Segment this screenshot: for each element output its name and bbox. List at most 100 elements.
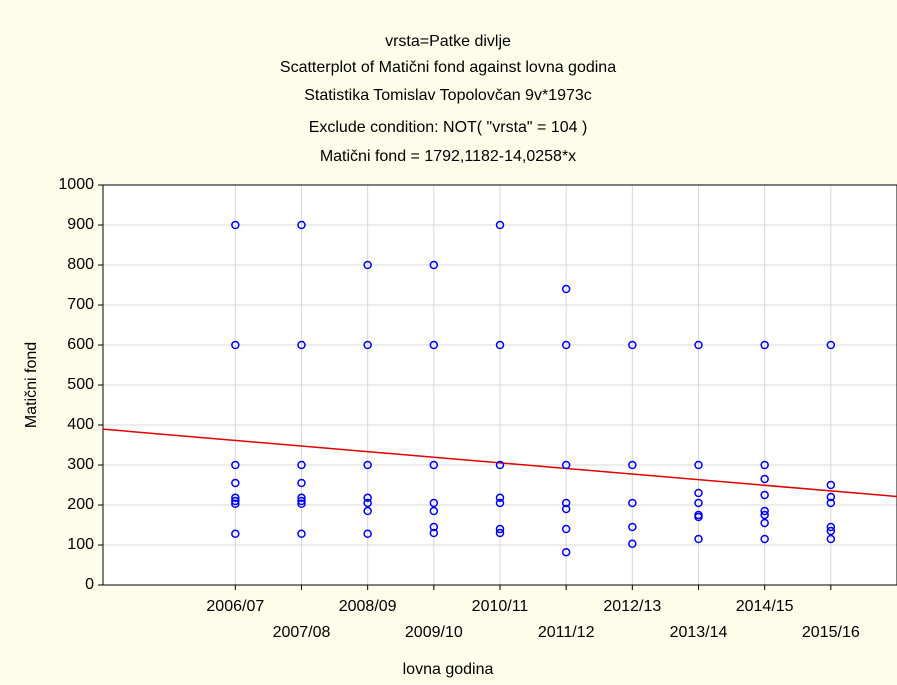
point	[760, 474, 769, 484]
point	[363, 506, 372, 516]
y-tick-label: 1000	[58, 176, 94, 193]
point	[363, 260, 372, 270]
y-tick-label: 200	[67, 496, 94, 513]
x-tick-label: 2006/07	[206, 598, 264, 615]
point	[694, 498, 703, 508]
y-axis-label: Matični fond	[23, 342, 40, 428]
point	[694, 512, 703, 522]
chart-title: Exclude condition: NOT( "vrsta" = 104 )	[309, 119, 588, 136]
point	[429, 460, 439, 470]
point	[495, 528, 505, 538]
y-tick-label: 400	[67, 416, 94, 433]
point	[297, 460, 306, 470]
point	[363, 529, 372, 539]
x-tick-label: 2010/11	[472, 598, 529, 615]
point	[231, 496, 240, 506]
point	[429, 498, 439, 508]
point	[495, 524, 505, 534]
point	[429, 260, 439, 270]
point	[694, 534, 703, 544]
point	[231, 499, 240, 509]
point	[231, 220, 240, 230]
point	[561, 498, 571, 508]
point	[760, 510, 769, 520]
point	[561, 524, 571, 534]
point	[297, 493, 306, 503]
y-tick-label: 300	[67, 456, 94, 473]
point	[561, 340, 571, 350]
point	[826, 522, 836, 532]
point	[826, 340, 836, 350]
point	[297, 220, 306, 230]
point	[297, 478, 306, 488]
point	[561, 504, 571, 514]
point	[429, 340, 439, 350]
point	[495, 460, 505, 470]
y-tick-label: 0	[85, 576, 94, 593]
y-tick-label: 100	[67, 536, 94, 553]
point	[363, 340, 372, 350]
point	[297, 340, 306, 350]
point	[628, 522, 637, 532]
y-tick-label: 700	[67, 296, 94, 313]
y-tick-label: 800	[67, 256, 94, 273]
point	[297, 496, 306, 506]
point	[297, 499, 306, 509]
point	[231, 529, 240, 539]
point	[495, 498, 505, 508]
point	[826, 480, 836, 490]
point	[826, 492, 836, 502]
point	[760, 506, 769, 516]
point	[231, 478, 240, 488]
chart-title: Matični fond = 1792,1182-14,0258*x	[320, 148, 576, 165]
x-tick-label: 2015/16	[802, 624, 860, 641]
chart-title: vrsta=Patke divlje	[385, 33, 511, 50]
point	[231, 460, 240, 470]
point	[231, 493, 240, 503]
y-tick-label: 500	[67, 376, 94, 393]
y-tick-label: 600	[67, 336, 94, 353]
point	[561, 460, 571, 470]
point	[826, 498, 836, 508]
chart-title: Scatterplot of Matični fond against lovn…	[280, 59, 616, 76]
point	[760, 490, 769, 500]
point	[628, 460, 637, 470]
point	[495, 220, 505, 230]
point	[363, 460, 372, 470]
x-tick-label: 2008/09	[339, 598, 397, 615]
y-tick-label: 900	[67, 216, 94, 233]
point	[429, 522, 439, 532]
point	[231, 340, 240, 350]
point	[495, 340, 505, 350]
chart-title: Statistika Tomislav Topolovčan 9v*1973c	[304, 87, 592, 104]
plot-frame	[102, 184, 897, 586]
point	[826, 526, 836, 536]
point	[363, 498, 372, 508]
point	[760, 340, 769, 350]
point	[363, 493, 372, 503]
x-axis-label: lovna godina	[403, 661, 494, 678]
x-tick-label: 2013/14	[670, 624, 728, 641]
point	[297, 529, 306, 539]
point	[826, 534, 836, 544]
point	[694, 488, 703, 498]
x-tick-label: 2009/10	[405, 624, 463, 641]
regression-line	[102, 428, 897, 498]
point	[694, 340, 703, 350]
point	[628, 539, 637, 549]
point	[628, 498, 637, 508]
x-tick-label: 2012/13	[603, 598, 661, 615]
point	[429, 528, 439, 538]
x-tick-label: 2007/08	[273, 624, 331, 641]
point	[694, 460, 703, 470]
x-tick-label: 2011/12	[538, 624, 595, 641]
point	[561, 284, 571, 294]
point	[760, 534, 769, 544]
point	[760, 460, 769, 470]
point	[561, 547, 571, 557]
point	[495, 493, 505, 503]
point	[760, 518, 769, 528]
point	[429, 506, 439, 516]
x-tick-label: 2014/15	[736, 598, 794, 615]
